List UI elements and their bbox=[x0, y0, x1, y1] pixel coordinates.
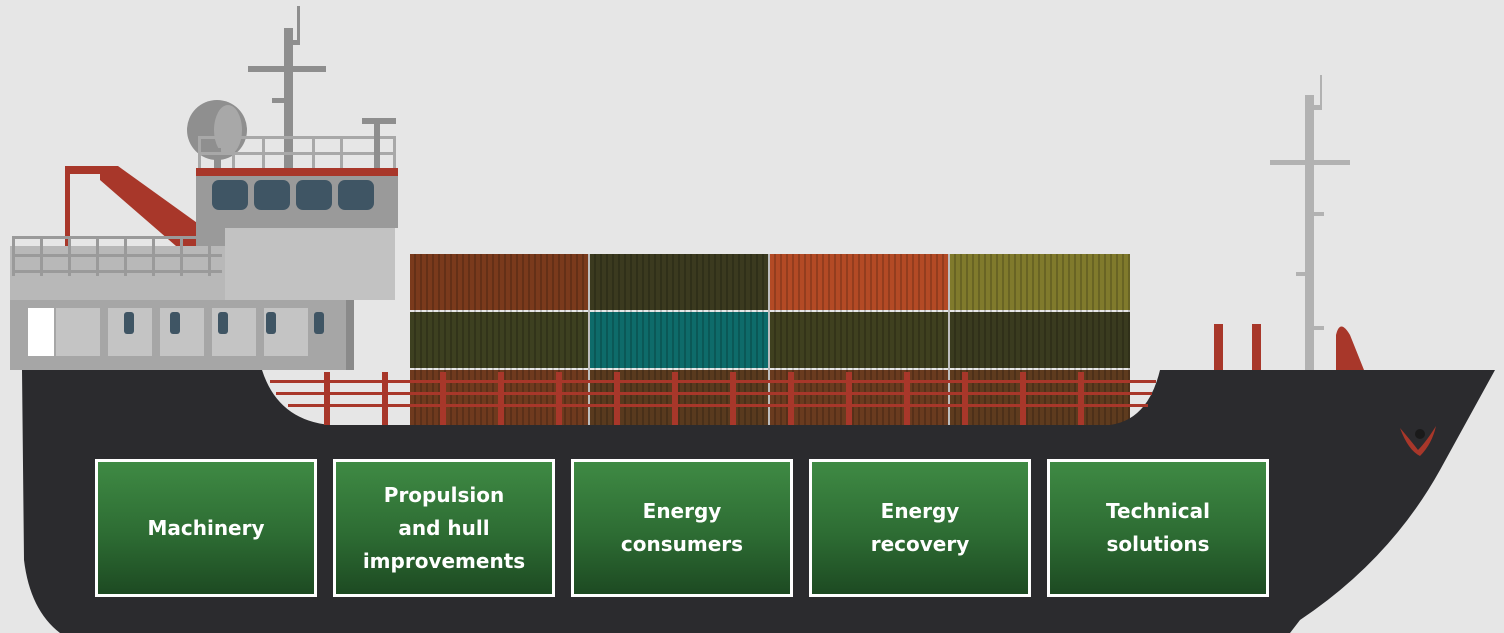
category-box-energy-recovery: Energy recovery bbox=[809, 459, 1031, 597]
category-label: Propulsion and hull improvements bbox=[362, 482, 526, 573]
bow-mast bbox=[1214, 75, 1364, 370]
superstructure bbox=[10, 6, 398, 370]
category-box-energy-consumers: Energy consumers bbox=[571, 459, 793, 597]
category-label: Technical solutions bbox=[1106, 499, 1210, 556]
category-label: Machinery bbox=[147, 515, 265, 540]
category-box-propulsion: Propulsion and hull improvements bbox=[333, 459, 555, 597]
category-label: Energy recovery bbox=[870, 499, 970, 556]
anchor-icon bbox=[1400, 426, 1436, 456]
category-box-technical-solutions: Technical solutions bbox=[1047, 459, 1269, 597]
category-box-machinery: Machinery bbox=[95, 459, 317, 597]
deck-railing bbox=[270, 372, 1156, 425]
category-label: Energy consumers bbox=[620, 499, 744, 556]
